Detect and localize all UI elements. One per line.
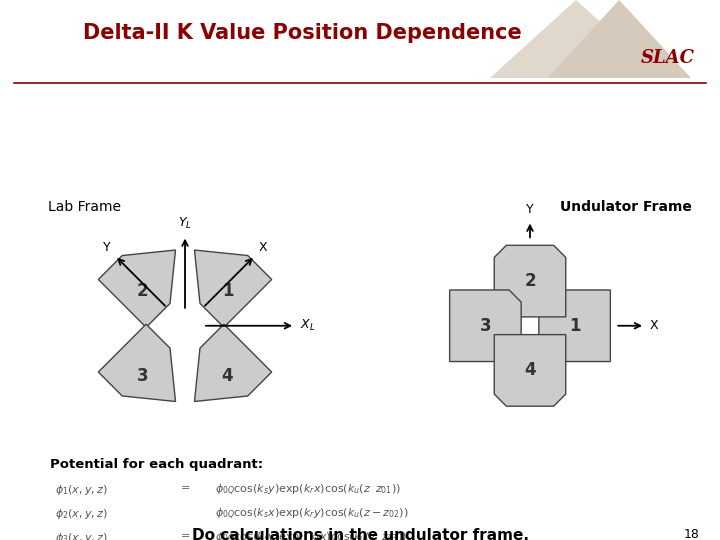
Polygon shape <box>547 0 691 78</box>
Text: 4: 4 <box>222 367 233 386</box>
Polygon shape <box>494 245 566 317</box>
Text: 2: 2 <box>524 272 536 290</box>
Text: X: X <box>650 319 659 332</box>
Text: Do calculations in the undulator frame.: Do calculations in the undulator frame. <box>192 528 528 540</box>
Text: =: = <box>180 531 189 540</box>
Text: X: X <box>258 241 267 254</box>
Polygon shape <box>494 335 566 406</box>
Text: SLAC: SLAC <box>641 49 695 66</box>
Text: 1: 1 <box>222 282 233 300</box>
Polygon shape <box>490 0 662 78</box>
Text: 4: 4 <box>524 361 536 380</box>
Text: Y: Y <box>103 241 111 254</box>
Text: $\phi_{0Q}\cos(k_s x)\exp(k_r y)\cos(k_u(z - z_{02}))$: $\phi_{0Q}\cos(k_s x)\exp(k_r y)\cos(k_u… <box>215 507 409 522</box>
Polygon shape <box>194 324 271 402</box>
Text: Lab Frame: Lab Frame <box>48 200 121 214</box>
Text: 3: 3 <box>137 367 148 386</box>
Text: 3: 3 <box>480 317 491 335</box>
Text: $\phi_{0Q}\cos(k_s y)\exp(\;\; k_r x)\cos(k_u(z \;\; z_{03}))$: $\phi_{0Q}\cos(k_s y)\exp(\;\; k_r x)\co… <box>215 531 407 540</box>
Text: =: = <box>180 483 189 493</box>
Text: 1: 1 <box>569 317 580 335</box>
Polygon shape <box>539 290 611 362</box>
Text: Delta-II K Value Position Dependence: Delta-II K Value Position Dependence <box>83 23 522 43</box>
Text: Potential for each quadrant:: Potential for each quadrant: <box>50 458 263 471</box>
Text: $X_L$: $X_L$ <box>300 318 315 333</box>
Polygon shape <box>450 290 521 362</box>
Text: $\phi_2(x,y,z)$: $\phi_2(x,y,z)$ <box>55 507 108 521</box>
Polygon shape <box>99 324 176 402</box>
Polygon shape <box>194 250 271 327</box>
Text: $\phi_3(x,y,z)$: $\phi_3(x,y,z)$ <box>55 531 108 540</box>
Text: $\phi_{0Q}\cos(k_s y)\exp(k_r x)\cos(k_u(z \;\; z_{01}))$: $\phi_{0Q}\cos(k_s y)\exp(k_r x)\cos(k_u… <box>215 483 401 498</box>
Text: Y: Y <box>526 202 534 215</box>
Text: $Y_L$: $Y_L$ <box>178 215 192 231</box>
Text: 18: 18 <box>684 528 700 540</box>
Text: Undulator Frame: Undulator Frame <box>560 200 692 214</box>
Polygon shape <box>99 250 176 327</box>
Text: 2: 2 <box>137 282 148 300</box>
Text: $\phi_1(x,y,z)$: $\phi_1(x,y,z)$ <box>55 483 108 497</box>
